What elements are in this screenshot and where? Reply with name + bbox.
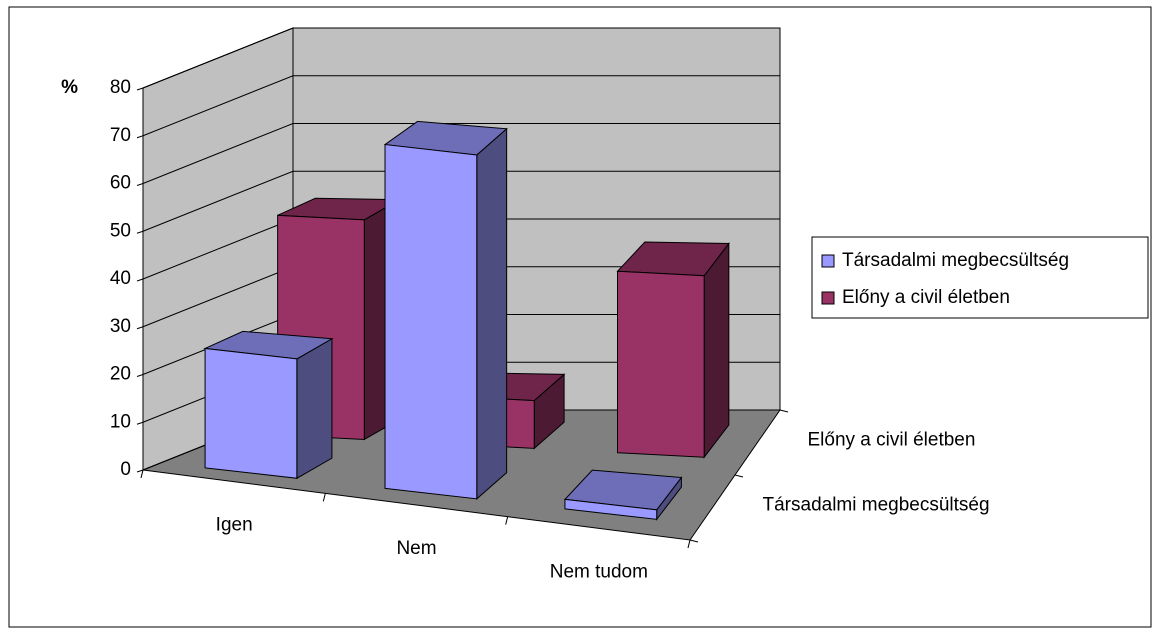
y-tick: [136, 326, 144, 330]
x-tick: [322, 493, 326, 502]
legend-swatch: [821, 254, 835, 268]
y-tick: [136, 183, 144, 186]
y-tick-label: 30: [110, 316, 131, 337]
y-tick-label: 20: [110, 364, 131, 385]
legend-label: Társadalmi megbecsültség: [842, 250, 1069, 271]
x-tick-label: Igen: [216, 515, 253, 536]
x-tick: [505, 516, 509, 525]
x-tick: [140, 469, 144, 479]
y-axis-label: %: [61, 77, 78, 98]
bar: [617, 270, 705, 458]
legend: Társadalmi megbecsültség Előny a civil él…: [811, 236, 1149, 319]
grid-line: [142, 123, 780, 184]
z-tick: [689, 539, 699, 543]
bar: [564, 498, 658, 520]
y-tick: [136, 374, 144, 377]
y-tick-label: 60: [110, 173, 131, 194]
legend-swatch: [821, 291, 835, 305]
y-tick-label: 10: [110, 411, 131, 432]
y-tick-label: 70: [110, 125, 131, 146]
x-tick-label: Nem: [396, 538, 436, 559]
plot-area: [136, 27, 789, 549]
y-tick: [136, 278, 144, 282]
z-tick: [734, 474, 744, 478]
z-tick-label: Társadalmi megbecsültség: [763, 495, 990, 516]
legend-label: Előny a civil életben: [842, 287, 1010, 308]
bar-side: [703, 241, 730, 459]
x-tick-label: Nem tudom: [550, 561, 648, 582]
bar: [204, 347, 298, 479]
y-tick: [136, 421, 144, 425]
bar-side: [296, 337, 333, 480]
grid-line: [142, 75, 780, 137]
grid-line: [142, 170, 780, 232]
legend-box: [811, 236, 1149, 319]
y-tick: [136, 87, 144, 91]
x-tick: [687, 539, 691, 549]
bar: [384, 144, 478, 500]
bar-side: [476, 127, 508, 500]
z-tick: [779, 409, 789, 413]
y-tick-label: 80: [110, 77, 131, 98]
y-tick: [136, 135, 144, 139]
z-tick-label: Előny a civil életben: [808, 430, 976, 451]
y-tick-label: 40: [110, 268, 131, 289]
y-tick: [136, 469, 144, 473]
y-tick-label: 50: [110, 220, 131, 241]
grid-line: [142, 27, 780, 89]
y-tick: [136, 230, 144, 234]
y-tick-label: 0: [120, 459, 131, 480]
